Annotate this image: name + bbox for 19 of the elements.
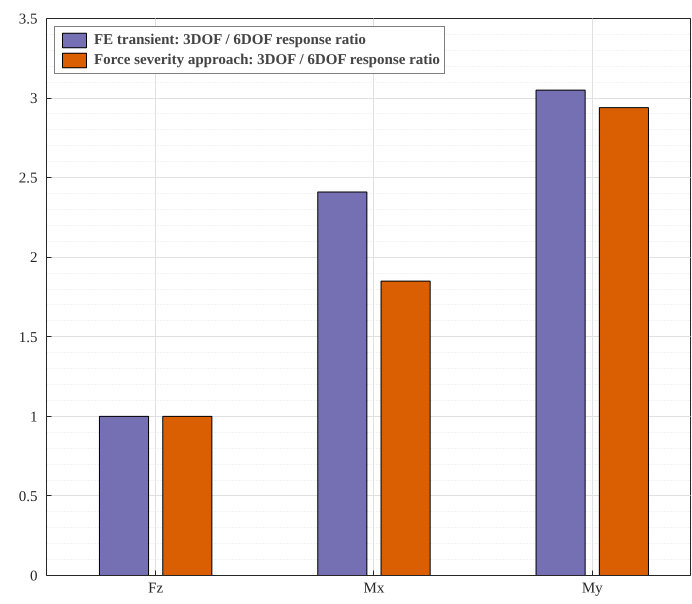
y-tick-label: 1 (30, 409, 38, 426)
bar (536, 90, 586, 576)
bar (98, 416, 150, 576)
y-tick-label: 2.5 (18, 170, 38, 187)
legend-label: Force severity approach: 3DOF / 6DOF response ratio (94, 51, 440, 69)
bar (380, 280, 431, 576)
x-tick-label: My (582, 580, 604, 596)
legend-label: FE transient: 3DOF / 6DOF response ratio (94, 31, 366, 49)
bar (598, 107, 649, 576)
y-tick-label: 3 (30, 91, 38, 108)
y-tick-label: 1.5 (18, 330, 38, 346)
x-tick-label: Fz (148, 580, 164, 596)
y-tick-label: 2 (30, 250, 38, 266)
y-tick-label: 0 (30, 568, 38, 584)
bar (317, 191, 368, 576)
y-tick-label: 3.5 (18, 12, 38, 28)
x-tick-label: Mx (364, 580, 385, 596)
y-tick-label: 0.5 (18, 488, 38, 505)
bar (162, 416, 212, 576)
